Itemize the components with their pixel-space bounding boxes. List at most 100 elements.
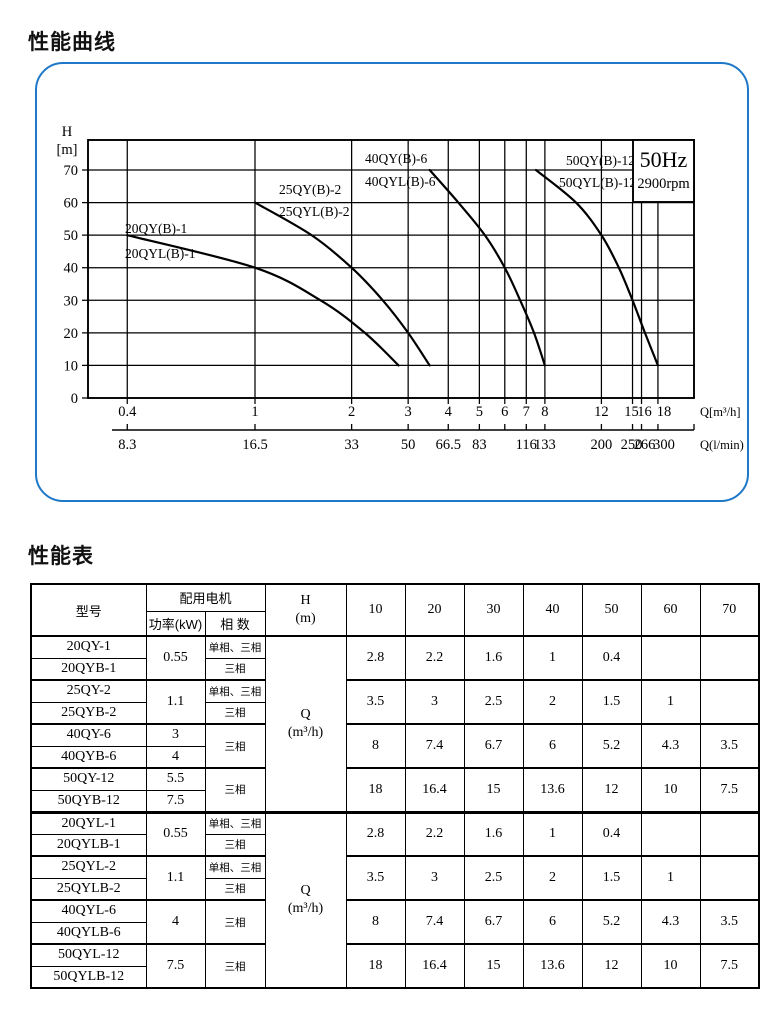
model-cell: 50QYLB-12	[30, 965, 147, 989]
header-model: 型号	[30, 583, 147, 637]
flow-value-cell: 13.6	[522, 943, 583, 989]
y-axis-label: H	[62, 124, 73, 140]
x-tick-label: 4	[445, 404, 453, 420]
curve-section-title: 性能曲线	[28, 31, 116, 54]
flow-value-cell: 2.2	[404, 810, 465, 857]
model-cell: 50QY-12	[30, 767, 147, 791]
flow-value-cell: 16.4	[404, 767, 465, 813]
flow-value-cell: 3.5	[345, 855, 406, 901]
lmin-tick-label: 300	[653, 437, 675, 453]
flow-value-cell: 12	[581, 943, 642, 989]
phase-cell: 单相、三相	[204, 635, 266, 659]
power-cell: 5.5	[145, 767, 206, 791]
lmin-tick-label: 66.5	[436, 437, 461, 453]
lmin-tick-label: 8.3	[118, 437, 136, 453]
chart-gridlines	[82, 138, 695, 431]
lmin-tick-label: 133	[534, 437, 556, 453]
performance-table: 型号 配用电机 H (m) 10 20 30 40 50 60 70 功率(kW) 相 数 20QY-1 0…	[30, 583, 761, 989]
model-cell: 40QYLB-6	[30, 921, 147, 945]
header-head-value: 70	[699, 583, 760, 637]
x-tick-label: 1	[251, 404, 258, 420]
power-cell: 4	[145, 899, 206, 945]
flow-value-cell: 1.6	[463, 810, 524, 857]
flow-value-cell: 5.2	[581, 723, 642, 769]
header-phase: 相 数	[204, 610, 266, 637]
flow-value-cell: 3	[404, 855, 465, 901]
power-cell: 1.1	[145, 855, 206, 901]
flow-value-cell: 10	[640, 767, 701, 813]
flow-value-cell: 8	[345, 899, 406, 945]
y-tick-label: 10	[64, 358, 79, 374]
header-head-value: 20	[404, 583, 465, 637]
flow-value-cell: 7.4	[404, 723, 465, 769]
flow-value-cell: 3.5	[345, 679, 406, 725]
flow-value-cell: 2.5	[463, 855, 524, 901]
lmin-tick-label: 266	[634, 437, 656, 453]
curve-label: 20QYL(B)-1	[125, 246, 196, 261]
model-cell: 20QYB-1	[30, 657, 147, 681]
flow-value-cell: 4.3	[640, 899, 701, 945]
model-cell: 25QYB-2	[30, 701, 147, 725]
power-cell: 0.55	[145, 635, 206, 681]
y-tick-label: 40	[64, 260, 79, 276]
header-motor: 配用电机	[145, 583, 266, 612]
flow-value-cell: 4.3	[640, 723, 701, 769]
flow-value-cell: 2.2	[404, 635, 465, 681]
model-cell: 25QY-2	[30, 679, 147, 703]
model-cell: 40QY-6	[30, 723, 147, 747]
model-cell: 25QYL-2	[30, 855, 147, 879]
flow-value-cell: 5.2	[581, 899, 642, 945]
flow-value-cell: 2.5	[463, 679, 524, 725]
lmin-tick-label: 200	[591, 437, 613, 453]
x-tick-label: 0.4	[118, 404, 137, 420]
flow-unit-cell: Q (m³/h)	[264, 635, 347, 813]
header-head-value: 60	[640, 583, 701, 637]
curve-label: 40QYL(B)-6	[365, 174, 436, 189]
flow-value-cell: 12	[581, 767, 642, 813]
flow-value-cell: 3.5	[699, 723, 760, 769]
flow-value-cell: 1	[522, 635, 583, 681]
flow-unit-cell: Q (m³/h)	[264, 810, 347, 989]
flow-value-cell: 2.8	[345, 810, 406, 857]
model-cell: 40QYL-6	[30, 899, 147, 923]
x-tick-label: 18	[657, 404, 672, 420]
flow-value-cell: 6.7	[463, 899, 524, 945]
phase-cell: 三相	[204, 943, 266, 989]
x-tick-label: 2	[348, 404, 355, 420]
phase-cell: 单相、三相	[204, 855, 266, 879]
x-tick-label: 6	[501, 404, 508, 420]
flow-value-cell: 0.4	[581, 635, 642, 681]
x-tick-label: 5	[476, 404, 483, 420]
header-head-value: 40	[522, 583, 583, 637]
flow-value-cell: 15	[463, 767, 524, 813]
phase-cell: 三相	[204, 767, 266, 813]
lmin-tick-label: 250	[621, 437, 643, 453]
phase-cell: 三相	[204, 701, 266, 725]
flow-value-cell: 6.7	[463, 723, 524, 769]
power-cell: 4	[145, 745, 206, 769]
frequency-box	[632, 138, 695, 203]
power-cell: 0.55	[145, 810, 206, 857]
model-cell: 20QYL-1	[30, 810, 147, 835]
curve-label: 25QYL(B)-2	[279, 204, 350, 219]
y-tick-label: 20	[64, 325, 79, 341]
phase-cell: 三相	[204, 657, 266, 681]
flow-value-cell: 7.5	[699, 767, 760, 813]
model-cell: 20QY-1	[30, 635, 147, 659]
phase-cell: 单相、三相	[204, 679, 266, 703]
flow-value-cell	[699, 635, 760, 681]
x-tick-label: 16	[637, 404, 652, 420]
flow-value-cell: 15	[463, 943, 524, 989]
lmin-tick-label: 116	[516, 437, 537, 453]
header-head-value: 10	[345, 583, 406, 637]
flow-value-cell: 1.5	[581, 855, 642, 901]
header-head-m: H (m)	[264, 583, 347, 637]
flow-value-cell	[640, 635, 701, 681]
flow-value-cell: 1.6	[463, 635, 524, 681]
header-head-value: 30	[463, 583, 524, 637]
x-tick-label: 7	[523, 404, 530, 420]
lmin-tick-label: 33	[344, 437, 359, 453]
x-tick-label: 15	[624, 404, 639, 420]
